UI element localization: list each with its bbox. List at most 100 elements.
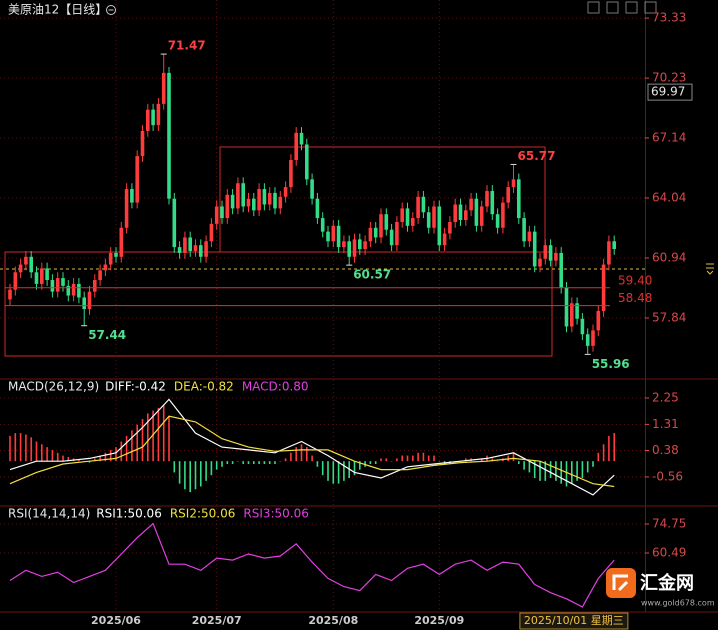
- candle-body: [283, 187, 288, 197]
- toolbar-icon[interactable]: [606, 1, 619, 14]
- candle-body: [305, 144, 309, 180]
- macd-bar: [337, 461, 340, 484]
- macd-bar: [417, 452, 419, 462]
- candle-body: [522, 218, 526, 242]
- macd-bar: [62, 455, 64, 462]
- crosshair-price-box: [647, 83, 693, 101]
- candle-body: [98, 270, 102, 281]
- candle-body: [358, 239, 362, 250]
- candle-body: [474, 198, 479, 226]
- candle-body: [527, 231, 532, 242]
- candle-body: [220, 206, 224, 219]
- macd-bar: [109, 449, 112, 462]
- candle-body: [140, 130, 145, 157]
- candle-body: [294, 132, 298, 160]
- macd-bar: [168, 416, 170, 462]
- macd-bar: [528, 461, 531, 473]
- macd-bar: [518, 461, 520, 464]
- macd-bar: [136, 424, 138, 462]
- candle-body: [241, 183, 245, 207]
- candle-body: [18, 264, 23, 273]
- panel-title: RSI(14,14,14): [8, 507, 90, 521]
- candle-body: [24, 256, 28, 265]
- annotation: 55.96: [592, 357, 630, 371]
- macd-bar: [422, 452, 425, 462]
- y-tick-label: 60.94: [652, 250, 686, 264]
- toolbar-icon[interactable]: [644, 1, 657, 14]
- macd-bar: [290, 452, 292, 462]
- y-tick-label: 60.49: [652, 546, 686, 560]
- candle-body: [45, 268, 49, 281]
- macd-bar: [94, 458, 96, 462]
- candle-body: [209, 223, 214, 242]
- candle-body: [167, 72, 171, 199]
- annotation: 60.57: [353, 268, 391, 282]
- crosshair-date-box: [519, 612, 629, 630]
- candle-body: [310, 179, 314, 199]
- toolbar-icon[interactable]: [587, 1, 600, 14]
- macd-bar: [586, 461, 589, 473]
- candle-body: [124, 189, 129, 228]
- macd-bar: [268, 461, 271, 464]
- legend-entry: RSI3:50.06: [243, 507, 309, 521]
- candle-body: [395, 221, 399, 246]
- candle-body: [315, 198, 320, 219]
- macd-bar: [533, 461, 536, 479]
- macd-bar: [258, 461, 260, 464]
- candle-body: [559, 252, 563, 288]
- toolbar-icon[interactable]: [625, 1, 638, 14]
- candle-body: [421, 196, 426, 213]
- candle-body: [405, 208, 410, 226]
- collapse-icon[interactable]: [106, 5, 116, 15]
- candle-body: [426, 212, 431, 228]
- candle-body: [108, 252, 113, 265]
- macd-bar: [25, 434, 27, 462]
- macd-bar: [565, 461, 568, 487]
- candle-body: [55, 278, 60, 292]
- candle-body: [400, 208, 404, 222]
- legend-entry: RSI2:50.06: [170, 507, 236, 521]
- macd-bar: [131, 430, 133, 462]
- macd-bar: [523, 461, 525, 470]
- legend-entry: RSI1:50.06: [96, 507, 162, 521]
- macd-bar: [412, 455, 414, 462]
- candle-body: [40, 268, 44, 284]
- candle-body: [320, 218, 325, 232]
- candle-body: [193, 245, 198, 251]
- candle-body: [82, 297, 86, 310]
- macd-bar: [99, 455, 101, 462]
- macd-bar: [491, 458, 494, 462]
- macd-bar: [560, 461, 562, 484]
- macd-bar: [512, 452, 515, 462]
- macd-bar: [237, 461, 239, 462]
- macd-bar: [125, 435, 128, 462]
- macd-bar: [613, 433, 615, 462]
- macd-bar: [41, 444, 43, 462]
- logo-glyph: [612, 574, 629, 592]
- candle-body: [347, 241, 351, 257]
- annotation: 71.47: [168, 39, 206, 53]
- candle-body: [570, 303, 574, 327]
- macd-bar: [205, 461, 207, 481]
- macd-bar: [210, 461, 213, 476]
- candle-body: [379, 214, 383, 238]
- macd-bar: [115, 447, 117, 462]
- macd-bar: [274, 461, 276, 464]
- candle-body: [114, 252, 118, 257]
- macd-bar: [184, 461, 186, 490]
- candle-body: [93, 280, 97, 292]
- macd-bar: [369, 461, 372, 464]
- macd-bar: [316, 461, 319, 467]
- candle-body: [214, 206, 219, 224]
- candle-body: [262, 189, 267, 205]
- macd-bar: [544, 461, 547, 481]
- macd-bar: [332, 461, 335, 484]
- candle-body: [458, 204, 463, 221]
- candle-body: [230, 194, 235, 209]
- macd-bar: [157, 407, 160, 462]
- candle-body: [532, 231, 537, 267]
- candle-body: [252, 198, 256, 211]
- candle-body: [411, 218, 415, 226]
- candle-body: [543, 245, 548, 259]
